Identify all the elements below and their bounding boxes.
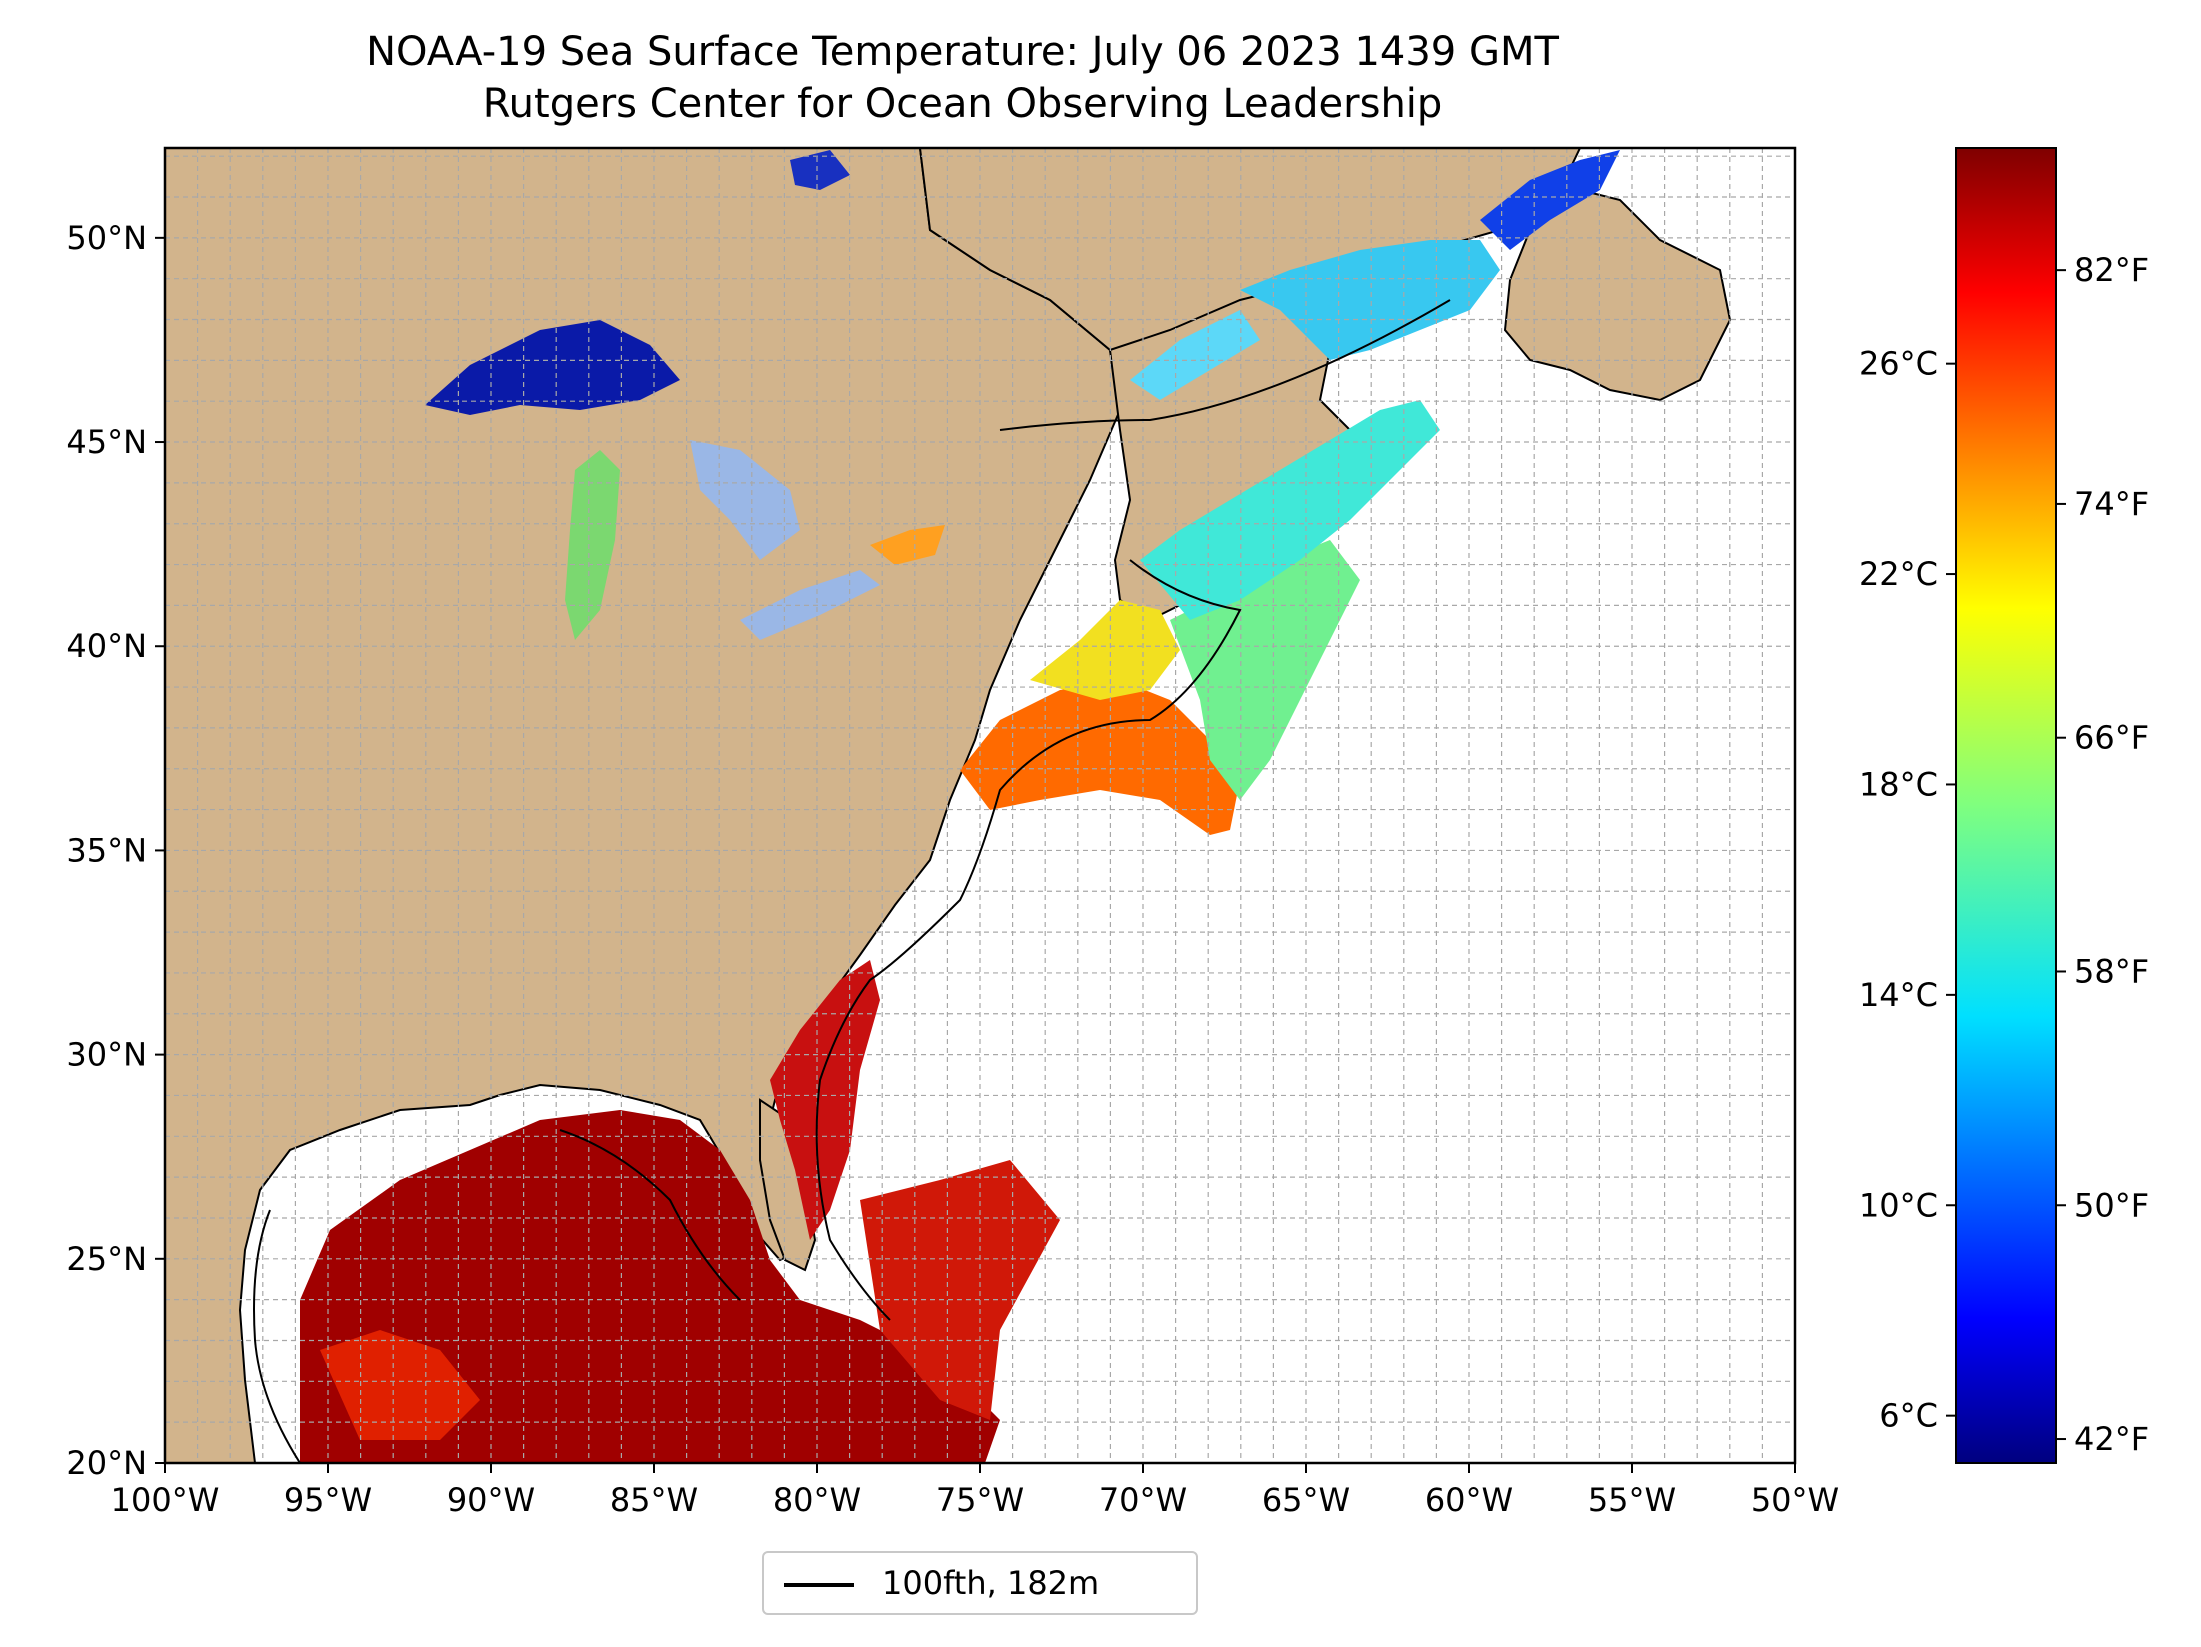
lake-erie <box>740 570 880 640</box>
celsius-tick-label: 26°C <box>1859 345 1938 383</box>
legend-label: 100fth, 182m <box>882 1564 1100 1602</box>
celsius-tick-label: 6°C <box>1879 1397 1938 1435</box>
lon-tick-label: 60°W <box>1425 1481 1513 1519</box>
sst-gulf-of-st-lawrence <box>1240 240 1500 360</box>
lat-tick-label: 35°N <box>66 831 147 869</box>
lake-ontario <box>870 525 945 565</box>
lake-huron <box>690 440 800 560</box>
celsius-tick-label: 14°C <box>1859 976 1938 1014</box>
lat-tick-label: 25°N <box>66 1240 147 1278</box>
lon-tick-label: 90°W <box>447 1481 535 1519</box>
fahrenheit-tick-label: 42°F <box>2074 1420 2149 1458</box>
lat-tick-label: 50°N <box>66 219 147 257</box>
lat-tick-label: 45°N <box>66 423 147 461</box>
lon-tick-label: 75°W <box>936 1481 1024 1519</box>
sst-st-lawrence-estuary <box>1130 310 1260 400</box>
isobath-100fth <box>253 299 1451 1463</box>
fahrenheit-tick-label: 58°F <box>2074 952 2149 990</box>
sst-gulf-of-maine <box>1140 400 1440 620</box>
fahrenheit-tick-label: 82°F <box>2074 251 2149 289</box>
sst-gulf-of-mexico <box>300 1110 1000 1463</box>
fahrenheit-tick-label: 74°F <box>2074 485 2149 523</box>
chart-title: NOAA-19 Sea Surface Temperature: July 06… <box>366 29 1559 75</box>
land-newfoundland <box>1503 188 1732 402</box>
lon-tick-label: 85°W <box>610 1481 698 1519</box>
lake-superior <box>425 320 680 415</box>
celsius-tick-label: 22°C <box>1859 555 1938 593</box>
celsius-tick-label: 10°C <box>1859 1186 1938 1224</box>
lon-tick-label: 50°W <box>1751 1481 1839 1519</box>
colorbar-gradient <box>1955 147 2057 1464</box>
lon-tick-label: 55°W <box>1588 1481 1676 1519</box>
lake-michigan <box>565 450 620 640</box>
fahrenheit-tick-label: 50°F <box>2074 1186 2149 1224</box>
lon-tick-label: 70°W <box>1099 1481 1187 1519</box>
legend-line-swatch <box>784 1583 854 1587</box>
lon-axis: 100°W 95°W 90°W 85°W 80°W 75°W 70°W 65°W 60°W 55°… <box>111 1463 1839 1519</box>
sst-mid-atlantic <box>960 680 1240 835</box>
lat-tick-label: 30°N <box>66 1036 147 1074</box>
sst-hudson-cold <box>790 150 850 190</box>
chart-subtitle: Rutgers Center for Ocean Observing Leade… <box>482 81 1443 127</box>
lon-tick-label: 95°W <box>284 1481 372 1519</box>
celsius-tick-label: 18°C <box>1859 765 1938 803</box>
lon-tick-label: 65°W <box>1262 1481 1350 1519</box>
graticule <box>165 148 1795 1463</box>
sst-southeast-shelf <box>770 960 880 1240</box>
lat-tick-label: 20°N <box>66 1444 147 1482</box>
sst-labrador-cold <box>1480 150 1620 250</box>
fahrenheit-tick-label: 66°F <box>2074 719 2149 757</box>
legend: 100fth, 182m <box>762 1551 1198 1615</box>
lat-tick-label: 40°N <box>66 627 147 665</box>
lon-tick-label: 100°W <box>111 1481 220 1519</box>
lat-axis: 20°N 25°N 30°N 35°N 40°N 45°N 50°N <box>66 219 165 1482</box>
sst-bahamas-swath <box>860 1160 1060 1420</box>
lon-tick-label: 80°W <box>773 1481 861 1519</box>
colorbar: 6°C 10°C 14°C 18°C 22°C 26°C 42°F 50°F 58°F 66°F 7… <box>1859 147 2149 1464</box>
